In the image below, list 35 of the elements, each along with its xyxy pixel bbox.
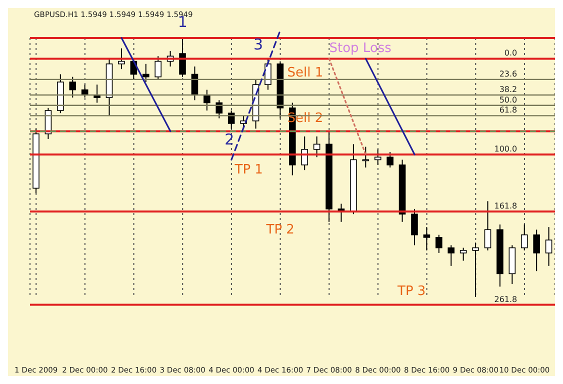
annotation: 0.0: [504, 48, 518, 58]
candlestick: [448, 244, 455, 266]
candlestick: [118, 48, 125, 70]
candlestick: [423, 226, 430, 251]
candlestick: [204, 89, 210, 112]
annotation: 61.8: [499, 106, 518, 115]
candlestick: [411, 208, 418, 246]
candlestick: [69, 76, 76, 98]
annotation: 38.2: [499, 84, 518, 94]
ref-line-label: TP 3: [396, 284, 426, 299]
annotation: 161.8: [494, 202, 518, 211]
candlestick: [386, 151, 394, 168]
candlestick: [460, 247, 467, 262]
annotation: 50.0: [499, 95, 518, 104]
ref-line-label: Sell 1: [287, 66, 324, 81]
annotation: 100.0: [494, 144, 518, 154]
candlestick: [374, 148, 382, 166]
candlestick: [313, 136, 320, 158]
annotation: 2: [224, 130, 234, 149]
candlestick: [142, 63, 150, 83]
candlestick: [545, 226, 552, 266]
annotation: 23.6: [499, 69, 518, 78]
annotation: 3: [254, 35, 264, 54]
candlestick: [179, 38, 186, 78]
candlestick: [154, 56, 162, 80]
candlestick: [436, 234, 442, 254]
candlestick: [301, 136, 308, 171]
candlestick: [472, 242, 479, 297]
candlestick: [533, 229, 540, 272]
candlestick: [520, 224, 528, 251]
candlestick: [484, 200, 492, 251]
annotation: 261.8: [494, 294, 518, 304]
ref-line-label: TP 2: [265, 222, 294, 238]
ref-line-label: TP 1: [234, 162, 263, 178]
ref-line-label: Stop Loss: [329, 41, 392, 56]
